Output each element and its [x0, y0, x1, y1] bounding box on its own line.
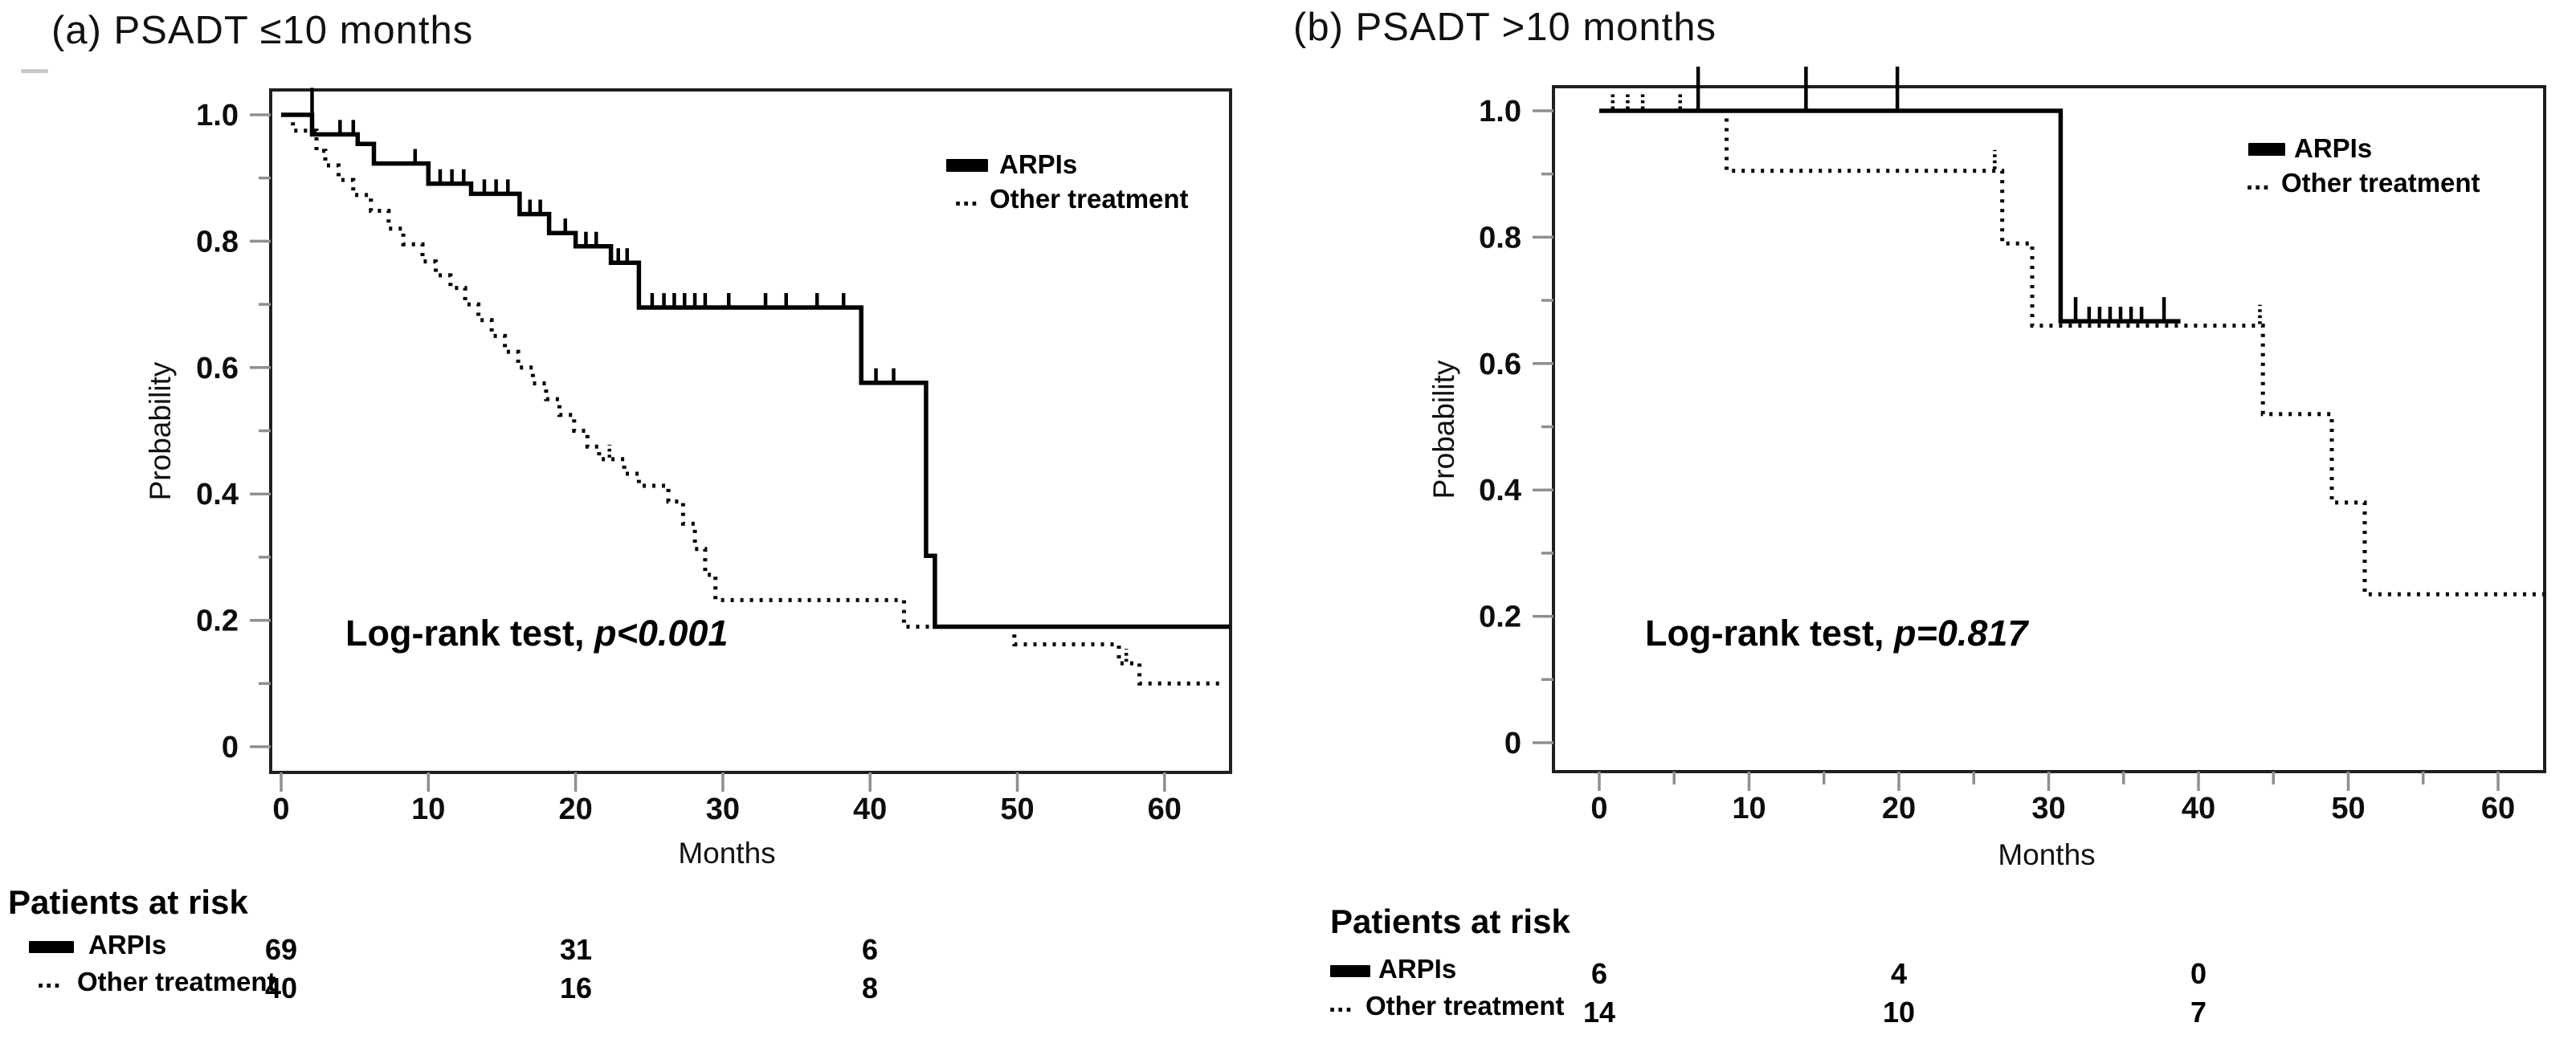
x-tick-label: 30 — [706, 792, 740, 826]
panel-b-x-axis-label: Months — [1998, 838, 2096, 871]
at-risk-count: 6 — [861, 933, 879, 966]
y-tick-label: 0.8 — [196, 225, 239, 259]
arpis-curve-b — [1599, 108, 2181, 324]
x-tick-label: 40 — [2182, 792, 2215, 825]
panel-a-logrank-annotation: Log-rank test, p<0.001 — [345, 613, 728, 654]
other-treatment-dotted-swatch: ... — [1329, 988, 1353, 1017]
at-risk-count: 31 — [559, 933, 593, 966]
y-tick-label: 0.4 — [1479, 474, 1521, 507]
x-tick-label: 30 — [2031, 792, 2065, 825]
at-risk-count: 69 — [264, 933, 298, 966]
at-risk-row-label: ARPIs — [88, 930, 167, 959]
panel-a-x-axis-label: Months — [678, 837, 776, 870]
logrank-p-value: p<0.001 — [594, 613, 729, 654]
at-risk-count: 0 — [2190, 957, 2207, 990]
at-risk-row-label: ARPIs — [1378, 954, 1457, 984]
other-treatment-curve-a — [281, 112, 1224, 686]
at-risk-count: 7 — [2190, 996, 2207, 1029]
legend-other-treatment-label: Other treatment — [2281, 168, 2480, 198]
panel-a-y-axis-label: Probability — [144, 361, 177, 501]
other-treatment-dotted-swatch: ... — [954, 181, 979, 211]
legend-arpis-label: ARPIs — [2294, 133, 2373, 163]
logrank-p-value: p=0.817 — [1894, 613, 2028, 654]
y-tick-label: 1.0 — [1479, 95, 1521, 128]
y-tick-label: 0.2 — [196, 605, 239, 638]
at-risk-title: Patients at risk — [8, 883, 248, 921]
other-treatment-dotted-swatch: ... — [37, 964, 62, 993]
legend-other-treatment-label: Other treatment — [990, 184, 1189, 214]
at-risk-row-label: Other treatment — [77, 967, 276, 996]
at-risk-row-label: Other treatment — [1366, 991, 1565, 1021]
x-tick-label: 10 — [411, 792, 445, 826]
arpis-line-swatch — [29, 941, 74, 953]
arpis-line-swatch — [946, 159, 988, 172]
other-treatment-curve-b — [1599, 108, 2545, 597]
y-tick-label: 0.2 — [1479, 601, 1521, 634]
arpis-curve-a — [281, 112, 1230, 629]
x-tick-label: 10 — [1732, 792, 1766, 825]
panel-b-y-axis-label: Probability — [1427, 360, 1460, 499]
y-tick-label: 0.6 — [196, 352, 239, 385]
arpis-line-swatch — [1330, 965, 1370, 977]
x-tick-label: 50 — [2331, 792, 2365, 825]
y-tick-label: 0.8 — [1479, 221, 1521, 255]
artifact-dash — [21, 69, 48, 73]
x-tick-label: 60 — [1148, 792, 1182, 826]
x-tick-label: 60 — [2481, 792, 2515, 825]
panel-a-title: (a) PSADT ≤10 months — [51, 9, 474, 52]
x-tick-label: 0 — [272, 792, 289, 826]
y-tick-label: 0 — [1504, 727, 1521, 760]
other-treatment-dotted-swatch: ... — [2246, 165, 2271, 195]
legend-arpis-label: ARPIs — [999, 149, 1078, 179]
y-tick-label: 0 — [222, 731, 239, 764]
panel-b-title: (b) PSADT >10 months — [1293, 6, 1717, 49]
logrank-text: Log-rank test, — [1645, 613, 1895, 654]
x-tick-label: 20 — [1882, 792, 1916, 825]
panel-b-logrank-annotation: Log-rank test, p=0.817 — [1645, 613, 2027, 654]
at-risk-count: 10 — [1882, 996, 1916, 1029]
x-tick-label: 20 — [558, 792, 592, 826]
y-tick-label: 0.6 — [1479, 348, 1521, 381]
arpis-line-swatch — [2248, 143, 2285, 156]
at-risk-count: 8 — [861, 972, 879, 1004]
x-tick-label: 0 — [1590, 792, 1607, 825]
at-risk-count: 16 — [559, 972, 593, 1004]
at-risk-count: 4 — [1890, 957, 1908, 990]
at-risk-count: 6 — [1590, 957, 1608, 990]
at-risk-count: 14 — [1582, 996, 1616, 1029]
x-tick-label: 40 — [853, 792, 887, 826]
y-tick-label: 1.0 — [196, 99, 239, 132]
x-tick-label: 50 — [1000, 792, 1034, 826]
logrank-text: Log-rank test, — [345, 613, 595, 654]
y-tick-label: 0.4 — [196, 478, 239, 511]
at-risk-title: Patients at risk — [1330, 902, 1570, 940]
at-risk-count: 40 — [264, 972, 298, 1004]
